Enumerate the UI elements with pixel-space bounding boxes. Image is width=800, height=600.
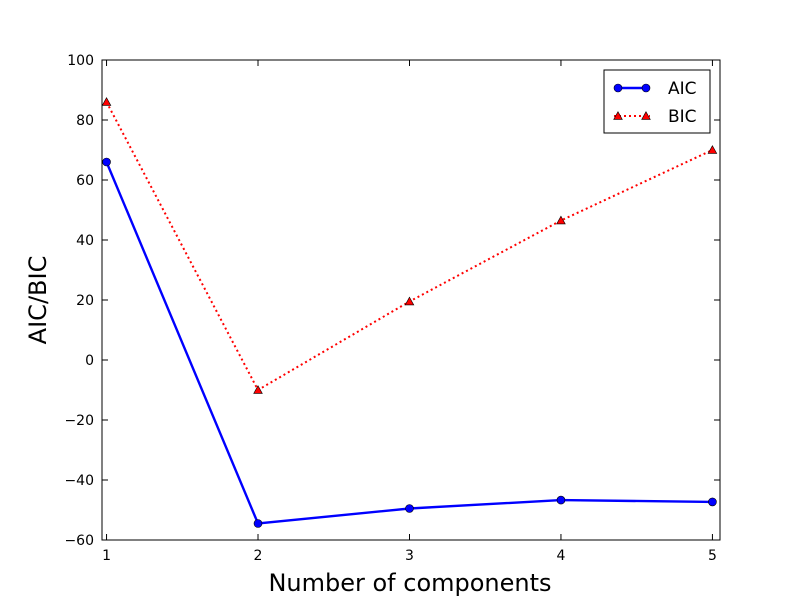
y-tick-label: 100: [67, 53, 94, 69]
x-tick-label: 5: [708, 548, 717, 564]
legend-label-aic: AIC: [668, 79, 697, 99]
y-tick-label: 40: [76, 233, 94, 249]
legend-marker-bic: [641, 111, 651, 120]
y-tick-label: 80: [76, 113, 94, 129]
y-axis-title: AIC/BIC: [24, 256, 52, 345]
legend-marker-bic: [613, 111, 623, 120]
y-tick-label: −20: [64, 413, 94, 429]
y-tick-label: 0: [85, 353, 94, 369]
legend-marker-aic: [613, 83, 623, 93]
ticks-layer: 1 2 3 4 5 −60 −40 −20 0 20 40 60 80 100: [64, 53, 720, 564]
point-aic: [708, 497, 717, 507]
point-bic: [253, 385, 263, 394]
point-aic: [556, 495, 566, 505]
point-aic: [253, 519, 263, 528]
legend-box: [603, 69, 711, 134]
point-aic: [102, 157, 111, 167]
point-bic: [101, 97, 112, 106]
x-tick-label: 2: [254, 548, 263, 564]
legend: AIC BIC: [603, 69, 711, 134]
y-tick-label: −40: [64, 473, 94, 489]
x-axis-title: Number of components: [268, 569, 551, 597]
point-bic: [707, 145, 718, 154]
point-aic: [405, 504, 414, 513]
y-tick-label: 20: [76, 293, 94, 309]
series-layer: [101, 97, 718, 528]
point-bic: [556, 215, 566, 225]
x-tick-label: 4: [556, 548, 565, 564]
y-tick-label: −60: [64, 533, 94, 549]
x-tick-label: 3: [405, 548, 414, 564]
y-tick-label: 60: [76, 173, 94, 189]
legend-marker-aic: [641, 83, 651, 93]
point-bic: [404, 296, 415, 306]
x-tick-label: 1: [102, 548, 111, 564]
legend-label-bic: BIC: [668, 107, 697, 127]
